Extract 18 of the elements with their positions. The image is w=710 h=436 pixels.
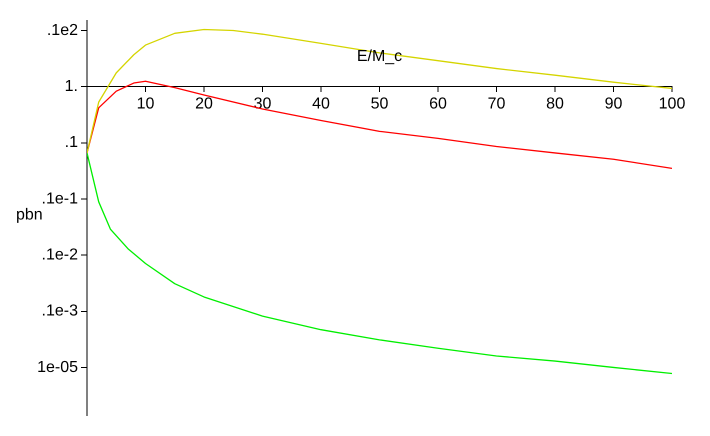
y-tick-label: .1e2	[46, 22, 78, 39]
x-tick-label: 10	[136, 96, 154, 113]
y-tick-label: .1e-3	[42, 302, 78, 320]
x-tick-label: 90	[604, 96, 622, 113]
x-tick-label: 20	[195, 96, 213, 113]
x-axis-title: E/M_c	[356, 48, 402, 66]
y-tick-label: 1.	[64, 78, 78, 96]
x-tick-label: 80	[546, 96, 564, 113]
y-axis-title: pbn	[16, 206, 43, 224]
y-tick-label: .1e-2	[42, 246, 78, 264]
x-tick-label: 70	[488, 96, 506, 113]
y-tick-label: 1e-05	[37, 358, 78, 376]
x-tick-label: 60	[429, 96, 447, 113]
y-tick-label: .1	[64, 134, 78, 152]
y-tick-label: .1e-1	[42, 190, 78, 208]
x-tick-label: 50	[370, 96, 388, 113]
x-tick-label: 40	[312, 96, 330, 113]
x-tick-label: 100	[658, 96, 686, 113]
